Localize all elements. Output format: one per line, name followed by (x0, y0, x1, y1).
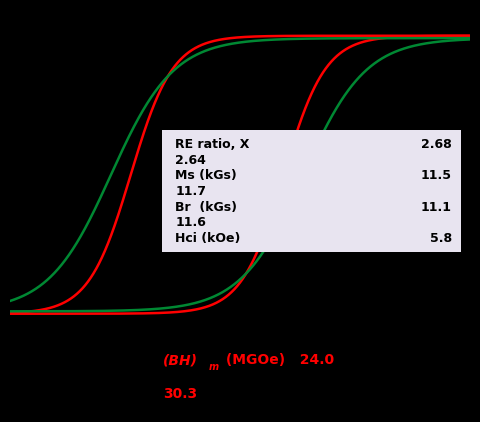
Text: 11.5: 11.5 (421, 170, 452, 182)
Text: 2.68: 2.68 (421, 138, 452, 151)
Text: RE ratio, X: RE ratio, X (176, 138, 250, 151)
Text: 11.7: 11.7 (176, 185, 206, 198)
FancyBboxPatch shape (162, 130, 461, 252)
Text: Ms (kGs): Ms (kGs) (176, 170, 237, 182)
Text: m: m (209, 362, 219, 372)
Text: 11.6: 11.6 (176, 216, 206, 229)
Text: (BH): (BH) (163, 353, 198, 367)
Text: 11.1: 11.1 (421, 200, 452, 214)
Text: (MGOe)   24.0: (MGOe) 24.0 (221, 353, 334, 367)
Text: 30.3: 30.3 (163, 387, 197, 401)
Text: Br  (kGs): Br (kGs) (176, 200, 238, 214)
Text: 2.64: 2.64 (176, 154, 206, 167)
Text: Hci (kOe): Hci (kOe) (176, 232, 241, 245)
Text: 5.8: 5.8 (430, 232, 452, 245)
